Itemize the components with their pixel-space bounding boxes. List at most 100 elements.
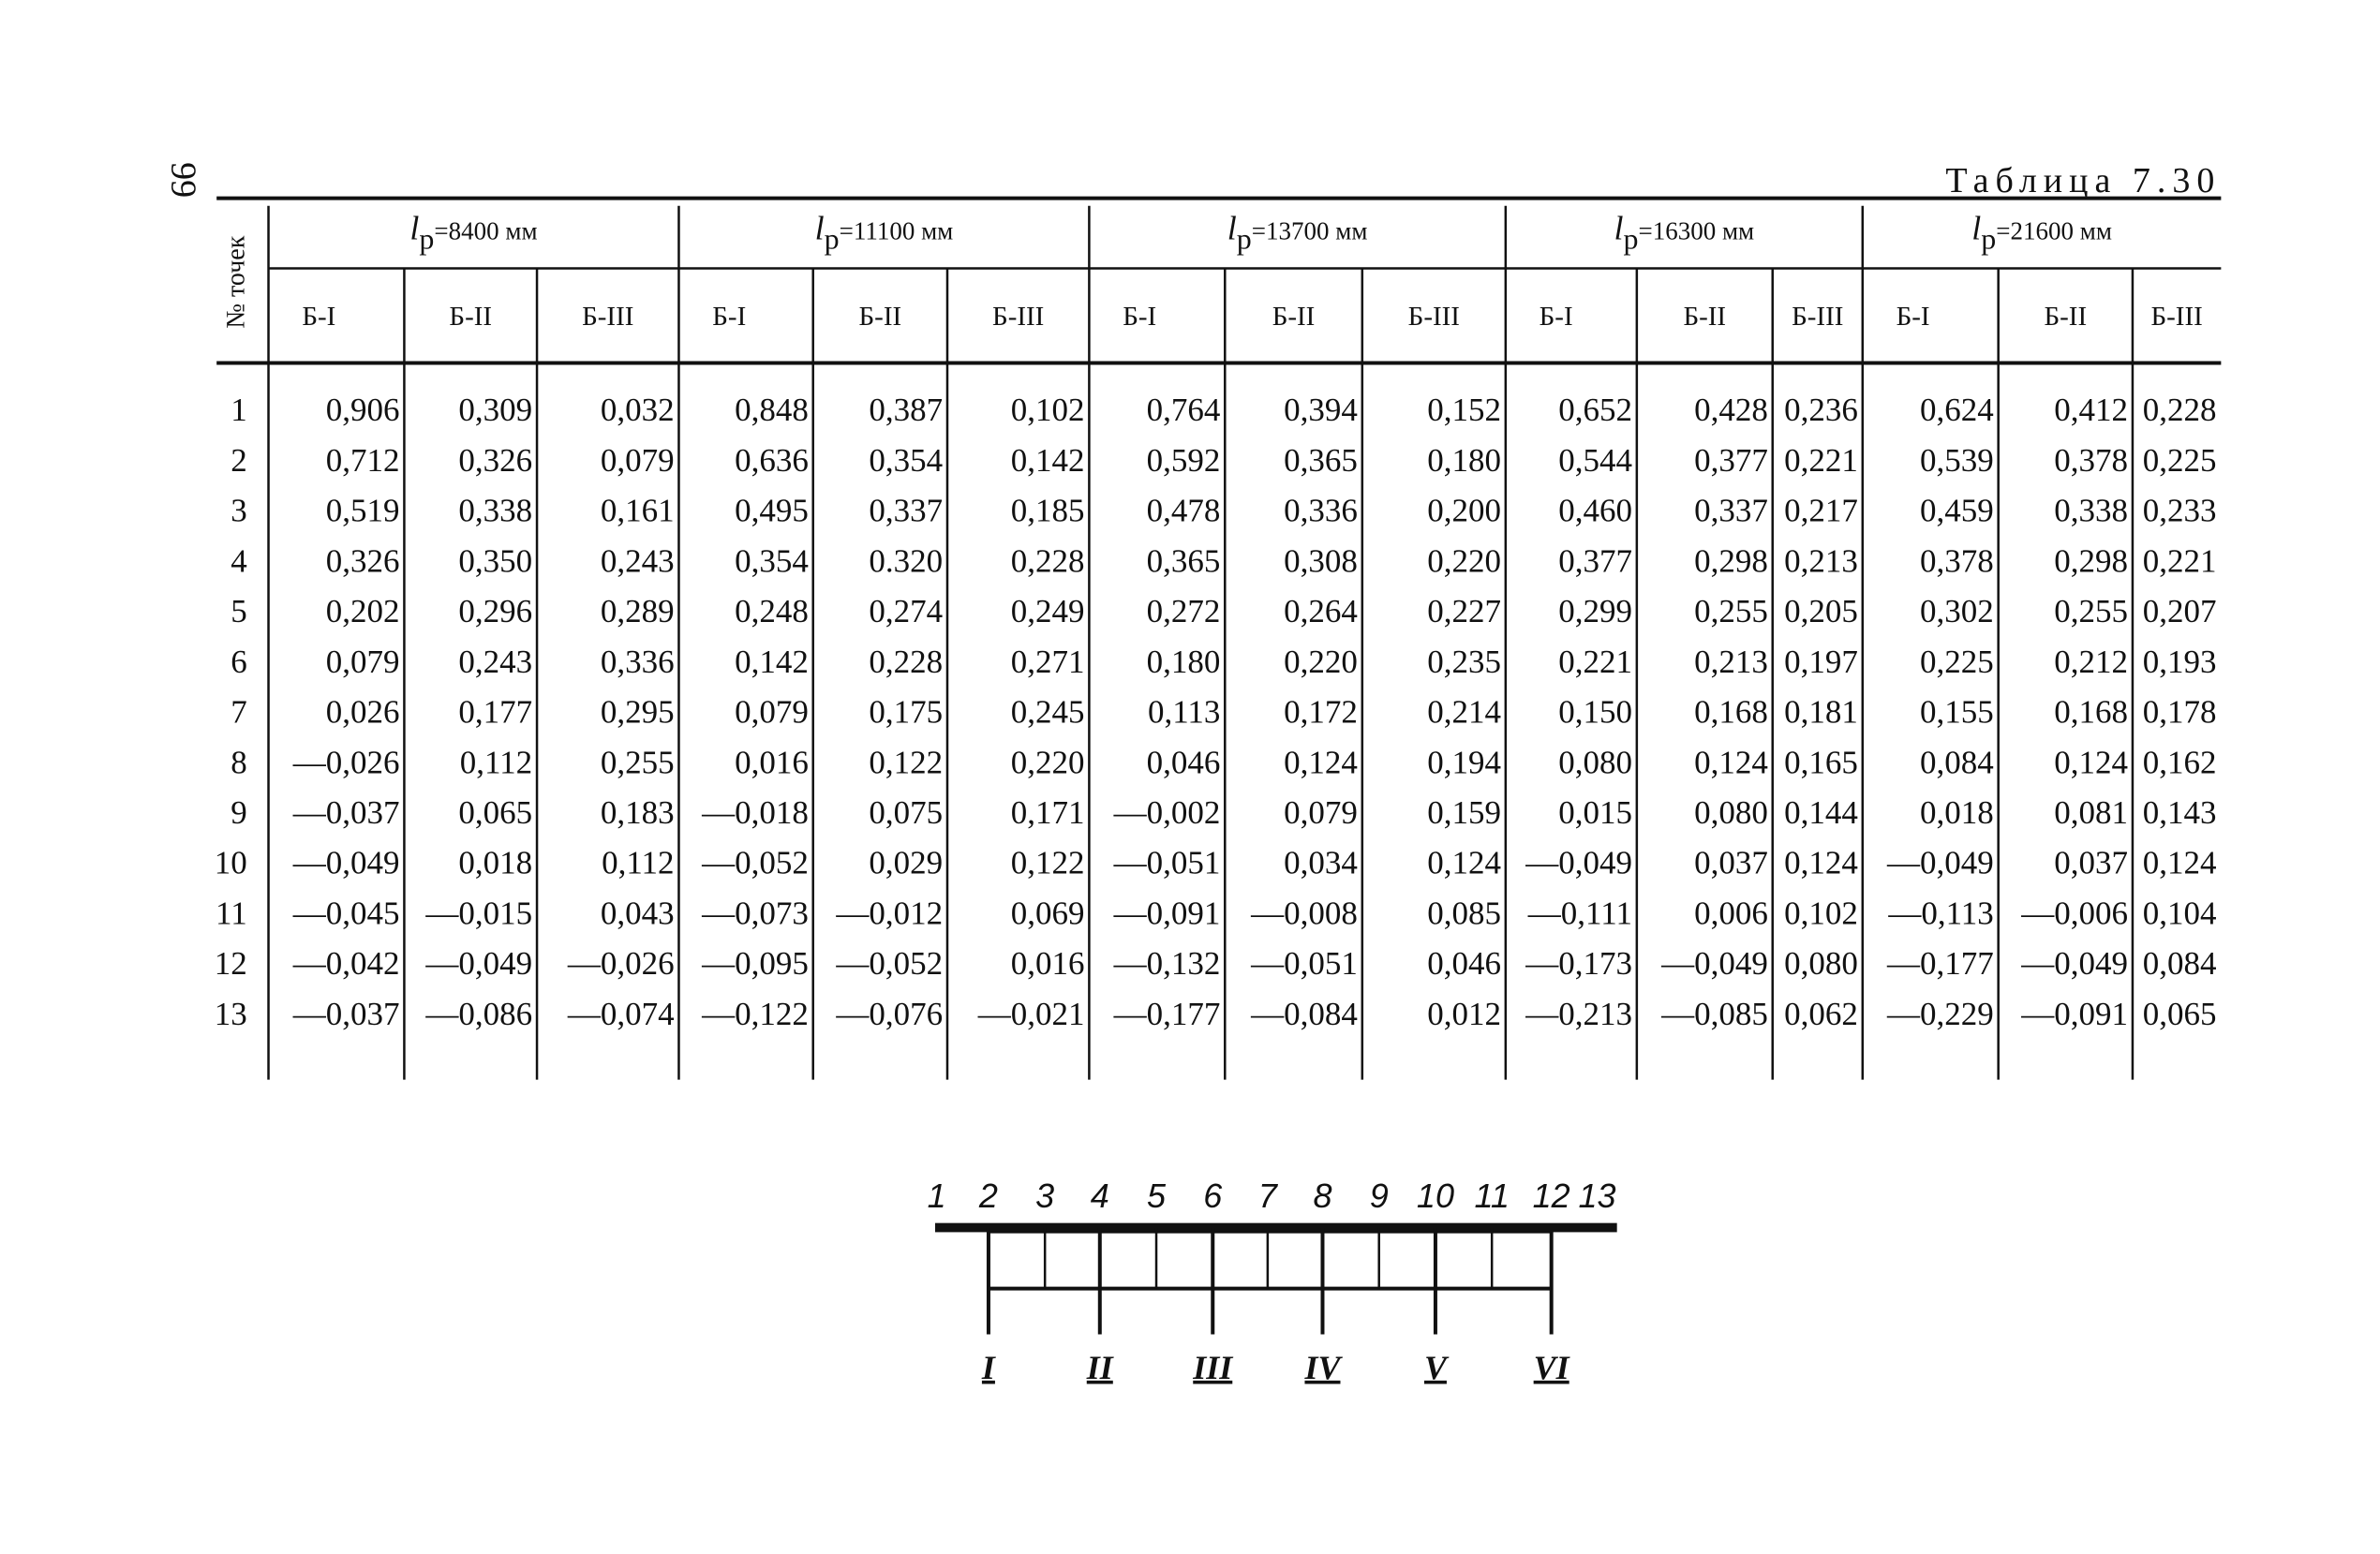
cell-value: 0,228: [869, 644, 943, 680]
cell-value: 0,194: [1427, 744, 1501, 780]
cell-value: 0,217: [1784, 493, 1858, 529]
cell-value: 0,124: [1284, 744, 1358, 780]
cell-value: 0,213: [1784, 542, 1858, 579]
cell-value: —0,006: [2020, 895, 2128, 931]
cell-value: 0,084: [1920, 744, 1994, 780]
cell-value: 0,906: [326, 392, 400, 428]
cell-value: 0,245: [1011, 694, 1085, 731]
cell-value: 0,155: [1920, 694, 1994, 731]
cell-value: 0,338: [458, 493, 532, 529]
column-header: Б-II: [859, 302, 902, 332]
cell-value: 0,712: [326, 442, 400, 479]
cell-value: 0,172: [1284, 694, 1358, 731]
cell-value: 0,026: [326, 694, 400, 731]
point-number: 10: [215, 845, 247, 881]
cell-value: —0,018: [701, 794, 809, 831]
point-number: 1: [231, 392, 247, 428]
cell-value: —0,177: [1886, 945, 1994, 982]
length-subscript: р: [1623, 222, 1638, 256]
column-header: Б-III: [992, 302, 1044, 332]
cell-value: 0,124: [2054, 744, 2128, 780]
length-symbol: l: [1227, 210, 1237, 247]
cell-value: 0,181: [1784, 694, 1858, 731]
cell-value: 0,255: [2054, 593, 2128, 629]
cell-value: 0,274: [869, 593, 943, 629]
point-number: 7: [231, 694, 247, 731]
cell-value: 0,178: [2143, 694, 2217, 731]
cell-value: —0,122: [701, 996, 809, 1032]
length-subscript: р: [825, 222, 840, 256]
cell-value: —0,049: [292, 845, 400, 881]
cell-value: —0,111: [1527, 895, 1632, 931]
cell-value: 0,378: [1920, 542, 1994, 579]
beam: [934, 1222, 1617, 1233]
cell-value: 0,394: [1284, 392, 1358, 428]
cell-value: —0,173: [1525, 945, 1632, 982]
cell-value: 0,764: [1147, 392, 1221, 428]
cell-value: 0,104: [2143, 895, 2217, 931]
cell-value: 0,221: [1784, 442, 1858, 479]
cell-value: —0,052: [701, 845, 809, 881]
cell-value: 0,848: [735, 392, 809, 428]
cell-value: 0,289: [601, 593, 675, 629]
cell-value: 0,075: [869, 794, 943, 831]
point-label: 8: [1313, 1177, 1331, 1215]
point-number: 5: [231, 593, 247, 629]
cell-value: 0,016: [735, 744, 809, 780]
cell-value: 0,308: [1284, 542, 1358, 579]
length-symbol: l: [815, 210, 825, 247]
cell-value: 0,539: [1920, 442, 1994, 479]
cell-value: 0,079: [1284, 794, 1358, 831]
cell-value: 0,081: [2054, 794, 2128, 831]
cell-value: 0,592: [1147, 442, 1221, 479]
cell-value: —0,049: [424, 945, 532, 982]
cell-value: 0,387: [869, 392, 943, 428]
cell-value: —0,074: [567, 996, 675, 1032]
row-header: № точек: [221, 235, 250, 328]
support-label: IV: [1303, 1349, 1343, 1386]
cell-value: 0,228: [2143, 392, 2217, 428]
point-number: 13: [215, 996, 247, 1032]
cell-value: 0,235: [1427, 644, 1501, 680]
cell-value: 0,255: [1694, 593, 1768, 629]
cell-value: 0,162: [2143, 744, 2217, 780]
cell-value: —0,095: [701, 945, 809, 982]
cell-value: 0,377: [1558, 542, 1632, 579]
cell-value: 0,016: [1011, 945, 1085, 982]
cell-value: 0,338: [2054, 493, 2128, 529]
cell-value: 0,018: [1920, 794, 1994, 831]
cell-value: 0,079: [601, 442, 675, 479]
cell-value: 0,337: [1694, 493, 1768, 529]
cell-value: 0,113: [1148, 694, 1220, 731]
column-header: Б-II: [1683, 302, 1726, 332]
column-header: Б-III: [582, 302, 633, 332]
point-label: 2: [978, 1177, 998, 1215]
cell-value: 0,161: [601, 493, 675, 529]
cell-value: —0,042: [292, 945, 400, 982]
point-label: 11: [1474, 1177, 1509, 1215]
cell-value: —0,012: [835, 895, 943, 931]
cell-value: 0,180: [1147, 644, 1221, 680]
length-value: =8400 мм: [434, 217, 537, 245]
group-header: lр=8400 мм: [409, 210, 537, 256]
cell-value: 0,428: [1694, 392, 1768, 428]
group-header: lр=21600 мм: [1971, 210, 2112, 256]
cell-value: 0,298: [2054, 542, 2128, 579]
cell-value: —0,037: [292, 996, 400, 1032]
cell-value: 0,214: [1427, 694, 1501, 731]
support-label: III: [1192, 1349, 1234, 1386]
cell-value: 0,080: [1558, 744, 1632, 780]
cell-value: 0,159: [1427, 794, 1501, 831]
cell-value: 0,144: [1784, 794, 1858, 831]
cell-value: —0,085: [1660, 996, 1768, 1032]
cell-value: 0,122: [869, 744, 943, 780]
length-value: =21600 мм: [1996, 217, 2112, 245]
cell-value: 0,018: [458, 845, 532, 881]
cell-value: 0,227: [1427, 593, 1501, 629]
cell-value: —0,015: [424, 895, 532, 931]
cell-value: —0,091: [2020, 996, 2128, 1032]
cell-value: 0,248: [735, 593, 809, 629]
point-number: 9: [231, 794, 247, 831]
cell-value: 0,015: [1558, 794, 1632, 831]
